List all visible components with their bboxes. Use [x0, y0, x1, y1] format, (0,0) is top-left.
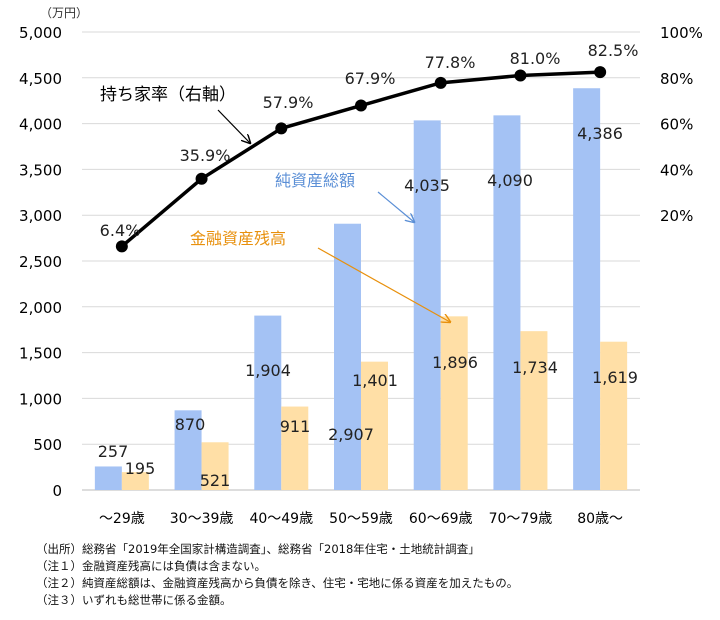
y-tick-left: 2,000 — [19, 299, 62, 317]
line-point — [514, 69, 527, 82]
annotation-homeownership: 持ち家率（右軸） — [100, 85, 236, 105]
line-point — [115, 240, 128, 253]
data-label-financial: 1,401 — [352, 371, 398, 390]
data-label-net: 257 — [98, 442, 129, 461]
line-point — [275, 122, 288, 135]
data-label-homeownership: 57.9% — [263, 93, 314, 112]
line-point — [195, 172, 208, 185]
y-tick-left: 500 — [33, 436, 62, 454]
bar-net-assets — [254, 315, 282, 490]
y-tick-left: 1,500 — [19, 345, 62, 363]
bar-financial-assets — [281, 406, 309, 490]
data-label-homeownership: 81.0% — [510, 49, 561, 68]
y-tick-left: 1,000 — [19, 390, 62, 408]
bar-financial-assets — [121, 472, 149, 490]
line-point — [434, 76, 447, 89]
x-tick-label: 40～49歳 — [249, 511, 313, 527]
data-label-net: 2,907 — [328, 425, 374, 444]
line-point — [355, 99, 367, 112]
bar-financial-assets — [201, 442, 229, 490]
arrow-financial-assets — [317, 247, 450, 322]
x-tick-label: 30～39歳 — [170, 511, 234, 527]
y-tick-left: 3,500 — [19, 161, 62, 179]
y-tick-right: 60% — [660, 116, 693, 134]
bar-financial-assets — [440, 316, 468, 490]
footnote-source: （出所）総務省「2019年全国家計構造調査」、総務省「2018年住宅・土地統計調… — [36, 542, 480, 556]
arrow-net-assets — [377, 191, 414, 222]
x-tick-label: 50～59歳 — [329, 511, 393, 527]
bar-net-assets — [174, 410, 202, 490]
data-label-net: 4,035 — [404, 176, 450, 195]
y-tick-left: 0 — [52, 482, 62, 500]
x-tick-label: 60～69歳 — [409, 511, 473, 527]
data-label-homeownership: 82.5% — [588, 41, 639, 60]
x-tick-label: ～29歳 — [99, 511, 145, 527]
x-tick-label: 70～79歳 — [489, 511, 553, 527]
bar-financial-assets — [600, 341, 628, 490]
data-label-financial: 1,896 — [432, 353, 478, 372]
data-label-homeownership: 6.4% — [100, 221, 141, 240]
x-tick-label: 80歳～ — [577, 511, 623, 527]
y-axis-unit: （万円） — [40, 6, 88, 20]
data-label-financial: 1,619 — [592, 368, 638, 387]
y-tick-left: 2,500 — [19, 253, 62, 271]
footnote-2: （注２）純資産総額は、金融資産残高から負債を除き、住宅・宅地に係る資産を加えたも… — [36, 576, 519, 590]
y-tick-left: 4,000 — [19, 116, 62, 134]
data-label-homeownership: 67.9% — [345, 69, 396, 88]
data-label-financial: 1,734 — [512, 358, 558, 377]
bar-net-assets — [413, 120, 441, 491]
y-tick-right: 100% — [660, 24, 703, 42]
bar-net-assets — [573, 88, 601, 490]
data-label-net: 1,904 — [245, 361, 291, 380]
arrow-homeownership — [217, 109, 250, 143]
bar-financial-assets — [361, 361, 388, 490]
y-tick-right: 20% — [660, 207, 693, 225]
y-tick-left: 4,500 — [19, 70, 62, 88]
y-tick-right: 40% — [660, 161, 693, 179]
data-label-financial: 521 — [200, 471, 231, 490]
data-label-financial: 195 — [125, 459, 156, 478]
data-label-net: 4,090 — [487, 171, 533, 190]
data-label-financial: 911 — [280, 417, 311, 436]
footnote-1: （注１）金融資産残高には負債は含まない。 — [36, 559, 266, 573]
annotation-financial-assets: 金融資産残高 — [190, 229, 286, 248]
data-label-homeownership: 77.8% — [425, 53, 476, 72]
data-label-net: 4,386 — [577, 124, 623, 143]
bar-financial-assets — [520, 331, 548, 490]
y-tick-right: 80% — [660, 70, 693, 88]
annotation-net-assets: 純資産総額 — [275, 171, 355, 190]
bar-net-assets — [334, 223, 361, 490]
footnotes: （出所）総務省「2019年全国家計構造調査」、総務省「2018年住宅・土地統計調… — [36, 541, 518, 609]
line-point — [594, 66, 607, 79]
bar-net-assets — [493, 115, 521, 490]
y-tick-left: 3,000 — [19, 207, 62, 225]
y-tick-left: 5,000 — [19, 24, 62, 42]
data-label-net: 870 — [175, 415, 206, 434]
footnote-3: （注３）いずれも総世帯に係る金額。 — [36, 593, 232, 607]
bar-net-assets — [94, 466, 122, 490]
chart: （万円） 0 500 1,000 1,500 2,000 2,500 3,000 3,500 4,… — [19, 6, 703, 527]
data-label-homeownership: 35.9% — [180, 146, 231, 165]
